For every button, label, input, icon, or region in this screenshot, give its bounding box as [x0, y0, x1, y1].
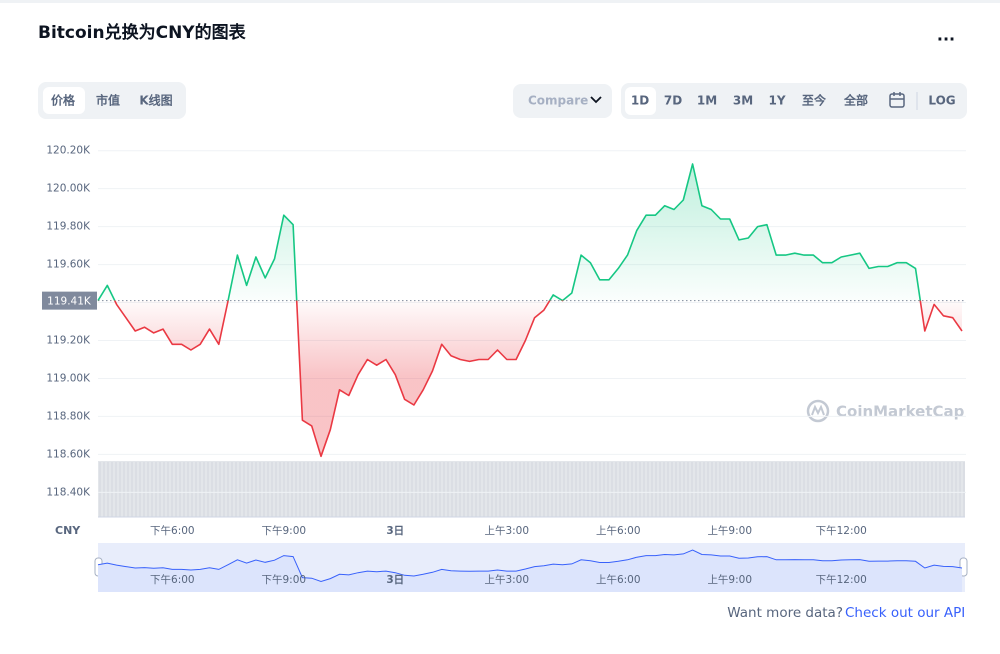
navigator-tick-label: 3日: [386, 574, 404, 586]
y-tick-label: 119.00K: [46, 372, 91, 384]
range-button[interactable]: 至今: [802, 93, 827, 108]
y-tick-label: 120.20K: [46, 145, 91, 157]
y-tick-label: 119.60K: [46, 259, 91, 271]
top-border: [0, 0, 1000, 3]
compare-button[interactable]: [513, 84, 612, 118]
api-link[interactable]: Check out our API: [845, 605, 965, 621]
reference-label: 119.41K: [47, 296, 92, 308]
watermark-text: CoinMarketCap: [836, 403, 965, 421]
log-button[interactable]: LOG: [928, 94, 955, 108]
chevron-icon: [590, 96, 602, 104]
tab[interactable]: 价格: [51, 93, 76, 108]
tab[interactable]: 市值: [96, 93, 120, 108]
x-tick-label: 上午9:00: [707, 524, 752, 537]
footer-text: Want more data?: [727, 605, 843, 621]
range-button[interactable]: 3M: [733, 94, 753, 108]
reference-label-bg: [42, 291, 97, 310]
range-group: [621, 83, 967, 119]
menu-button[interactable]: ...: [937, 26, 955, 45]
range-button[interactable]: 1Y: [768, 94, 785, 108]
navigator-tick-label: 上午6:00: [596, 573, 641, 586]
y-tick-label: 118.60K: [46, 448, 91, 460]
tab[interactable]: K线图: [139, 93, 172, 108]
x-tick-label: 下午12:00: [816, 524, 867, 537]
chart-title: Bitcoin兑换为CNY的图表: [38, 22, 247, 43]
y-tick-label: 118.80K: [46, 410, 91, 422]
x-tick-label: 下午9:00: [262, 524, 307, 537]
volume-stripes: [99, 462, 965, 517]
navigator-tick-label: 上午9:00: [707, 573, 752, 586]
range-button[interactable]: 全部: [843, 93, 868, 108]
compare-label: Compare: [528, 94, 588, 108]
x-tick-label: 上午6:00: [596, 524, 641, 537]
range-button[interactable]: 1D: [631, 94, 649, 108]
navigator-tick-label: 下午12:00: [816, 573, 867, 586]
navigator-tick-label: 下午6:00: [150, 573, 195, 586]
navigator-line: [97, 549, 963, 583]
price-area: [98, 164, 962, 457]
navigator-tick-label: 上午3:00: [484, 573, 529, 586]
range-active-bg: [625, 87, 656, 115]
x-tick-label: 3日: [386, 525, 404, 537]
x-tick-label: 上午3:00: [484, 524, 529, 537]
y-tick-label: 118.40K: [46, 486, 91, 498]
price-line: [97, 163, 963, 458]
y-tick-label: 120.00K: [46, 183, 91, 195]
y-tick-label: 119.20K: [46, 334, 91, 346]
watermark: CoinMarketCap: [806, 399, 965, 423]
range-button[interactable]: 7D: [664, 94, 682, 108]
navigator-area: [98, 550, 962, 592]
x-tick-label: 下午6:00: [150, 524, 195, 537]
currency-label: CNY: [55, 524, 81, 537]
navigator-tick-label: 下午9:00: [262, 573, 307, 586]
tab-active-bg: [43, 87, 85, 114]
range-button[interactable]: 1M: [697, 94, 717, 108]
calendar-button[interactable]: [889, 92, 905, 108]
y-tick-label: 119.80K: [46, 221, 91, 233]
